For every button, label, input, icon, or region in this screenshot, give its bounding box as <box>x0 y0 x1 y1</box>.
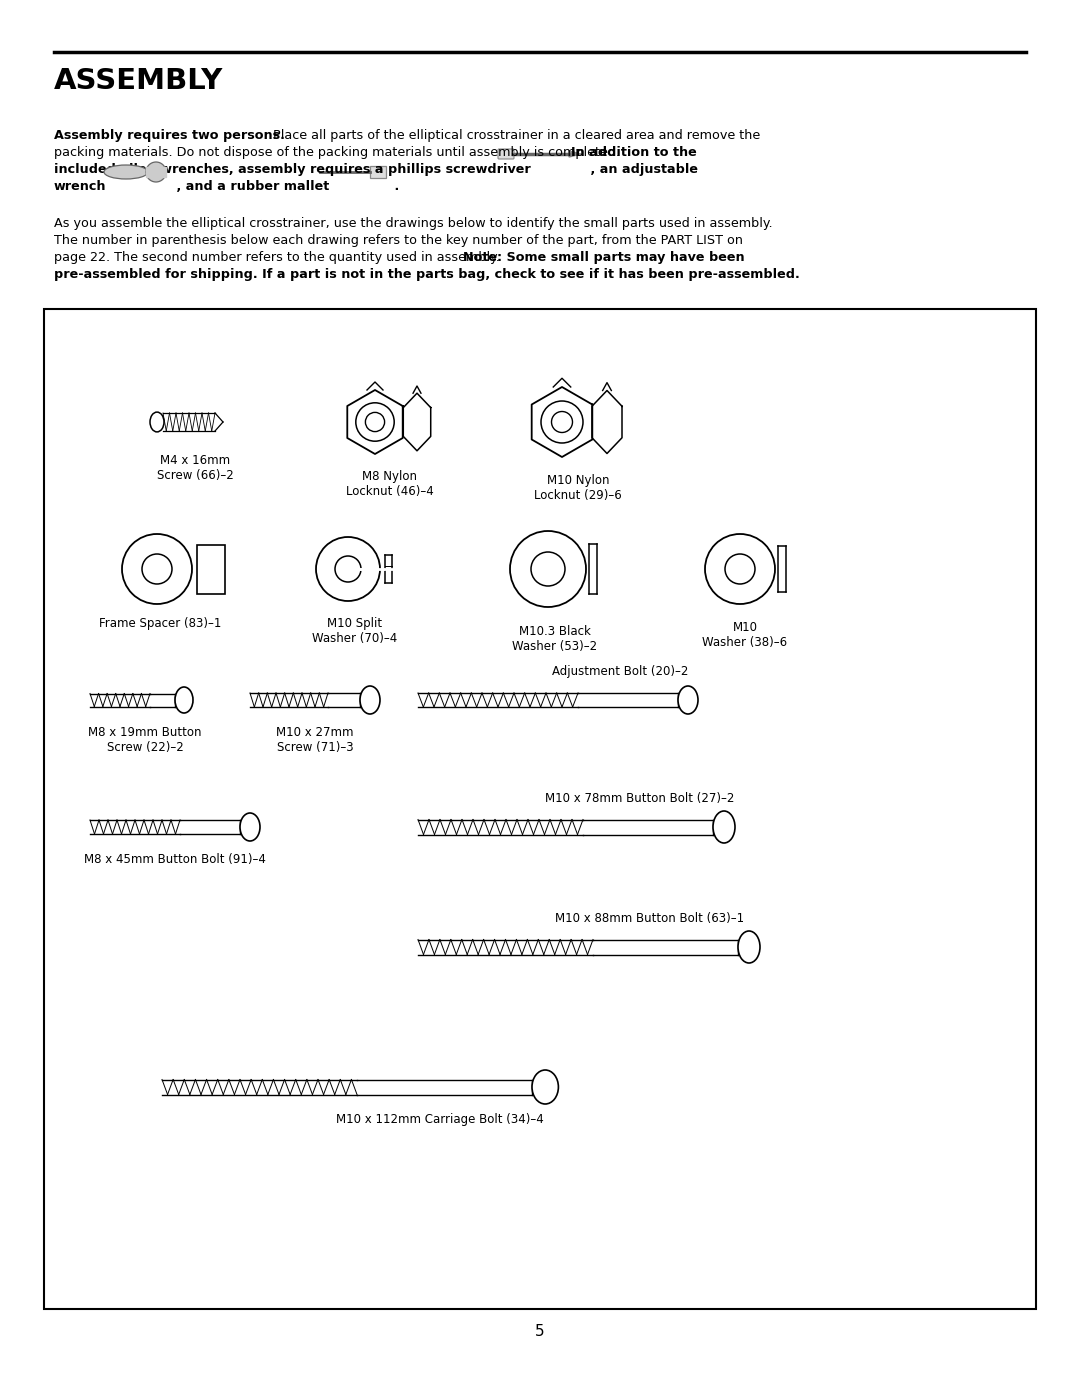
Circle shape <box>705 534 775 604</box>
Text: M10 x 27mm
Screw (71)–3: M10 x 27mm Screw (71)–3 <box>276 726 354 754</box>
Ellipse shape <box>175 687 193 712</box>
Text: packing materials. Do not dispose of the packing materials until assembly is com: packing materials. Do not dispose of the… <box>54 147 624 159</box>
Text: Place all parts of the elliptical crosstrainer in a cleared area and remove the: Place all parts of the elliptical crosst… <box>269 129 760 142</box>
Polygon shape <box>348 390 403 454</box>
Text: In addition to the: In addition to the <box>571 147 697 159</box>
Ellipse shape <box>146 162 166 182</box>
Text: M10 Nylon
Locknut (29)–6: M10 Nylon Locknut (29)–6 <box>535 474 622 502</box>
Text: ASSEMBLY: ASSEMBLY <box>54 67 224 95</box>
Text: M8 x 19mm Button
Screw (22)–2: M8 x 19mm Button Screw (22)–2 <box>89 726 202 754</box>
Bar <box>370 166 386 177</box>
Circle shape <box>531 552 565 585</box>
Ellipse shape <box>150 412 164 432</box>
Circle shape <box>510 531 586 608</box>
Polygon shape <box>592 391 622 454</box>
Text: Frame Spacer (83)–1: Frame Spacer (83)–1 <box>98 617 221 630</box>
Text: , and a rubber mallet: , and a rubber mallet <box>172 180 329 193</box>
Text: Assembly requires two persons.: Assembly requires two persons. <box>54 129 285 142</box>
Ellipse shape <box>104 165 148 179</box>
Ellipse shape <box>713 812 735 842</box>
Text: 5: 5 <box>536 1324 544 1338</box>
Text: M4 x 16mm
Screw (66)–2: M4 x 16mm Screw (66)–2 <box>157 454 233 482</box>
Bar <box>44 309 1036 1309</box>
Circle shape <box>141 555 172 584</box>
Text: M8 x 45mm Button Bolt (91)–4: M8 x 45mm Button Bolt (91)–4 <box>84 854 266 866</box>
Ellipse shape <box>240 813 260 841</box>
Text: M10 x 88mm Button Bolt (63)–1: M10 x 88mm Button Bolt (63)–1 <box>555 912 744 925</box>
Circle shape <box>335 556 361 583</box>
Ellipse shape <box>532 1070 558 1104</box>
Circle shape <box>355 402 394 441</box>
Text: , an adjustable: , an adjustable <box>586 163 698 176</box>
Circle shape <box>725 555 755 584</box>
Text: M10.3 Black
Washer (53)–2: M10.3 Black Washer (53)–2 <box>512 624 597 652</box>
Text: pre-assembled for shipping. If a part is not in the parts bag, check to see if i: pre-assembled for shipping. If a part is… <box>54 268 800 281</box>
Text: Adjustment Bolt (20)–2: Adjustment Bolt (20)–2 <box>552 665 688 678</box>
Text: .: . <box>390 180 400 193</box>
Polygon shape <box>569 151 581 156</box>
Text: page 22. The second number refers to the quantity used in assembly.: page 22. The second number refers to the… <box>54 251 504 264</box>
Text: Note: Some small parts may have been: Note: Some small parts may have been <box>463 251 744 264</box>
Ellipse shape <box>678 686 698 714</box>
Text: included allen wrenches, assembly requires a phillips screwdriver: included allen wrenches, assembly requir… <box>54 163 530 176</box>
Circle shape <box>316 536 380 601</box>
Circle shape <box>552 412 572 433</box>
Text: M10 x 112mm Carriage Bolt (34)–4: M10 x 112mm Carriage Bolt (34)–4 <box>336 1113 544 1126</box>
Text: M8 Nylon
Locknut (46)–4: M8 Nylon Locknut (46)–4 <box>346 469 434 497</box>
Text: M10
Washer (38)–6: M10 Washer (38)–6 <box>702 622 787 650</box>
Polygon shape <box>531 387 592 457</box>
Text: M10 Split
Washer (70)–4: M10 Split Washer (70)–4 <box>312 617 397 645</box>
Text: The number in parenthesis below each drawing refers to the key number of the par: The number in parenthesis below each dra… <box>54 235 743 247</box>
Ellipse shape <box>360 686 380 714</box>
Circle shape <box>541 401 583 443</box>
Ellipse shape <box>738 930 760 963</box>
Text: As you assemble the elliptical crosstrainer, use the drawings below to identify : As you assemble the elliptical crosstrai… <box>54 217 772 231</box>
Polygon shape <box>403 393 431 451</box>
Text: wrench: wrench <box>54 180 107 193</box>
Text: M10 x 78mm Button Bolt (27)–2: M10 x 78mm Button Bolt (27)–2 <box>545 792 734 805</box>
Circle shape <box>365 412 384 432</box>
Circle shape <box>122 534 192 604</box>
FancyBboxPatch shape <box>498 149 514 159</box>
Bar <box>197 545 225 594</box>
Polygon shape <box>146 168 166 177</box>
